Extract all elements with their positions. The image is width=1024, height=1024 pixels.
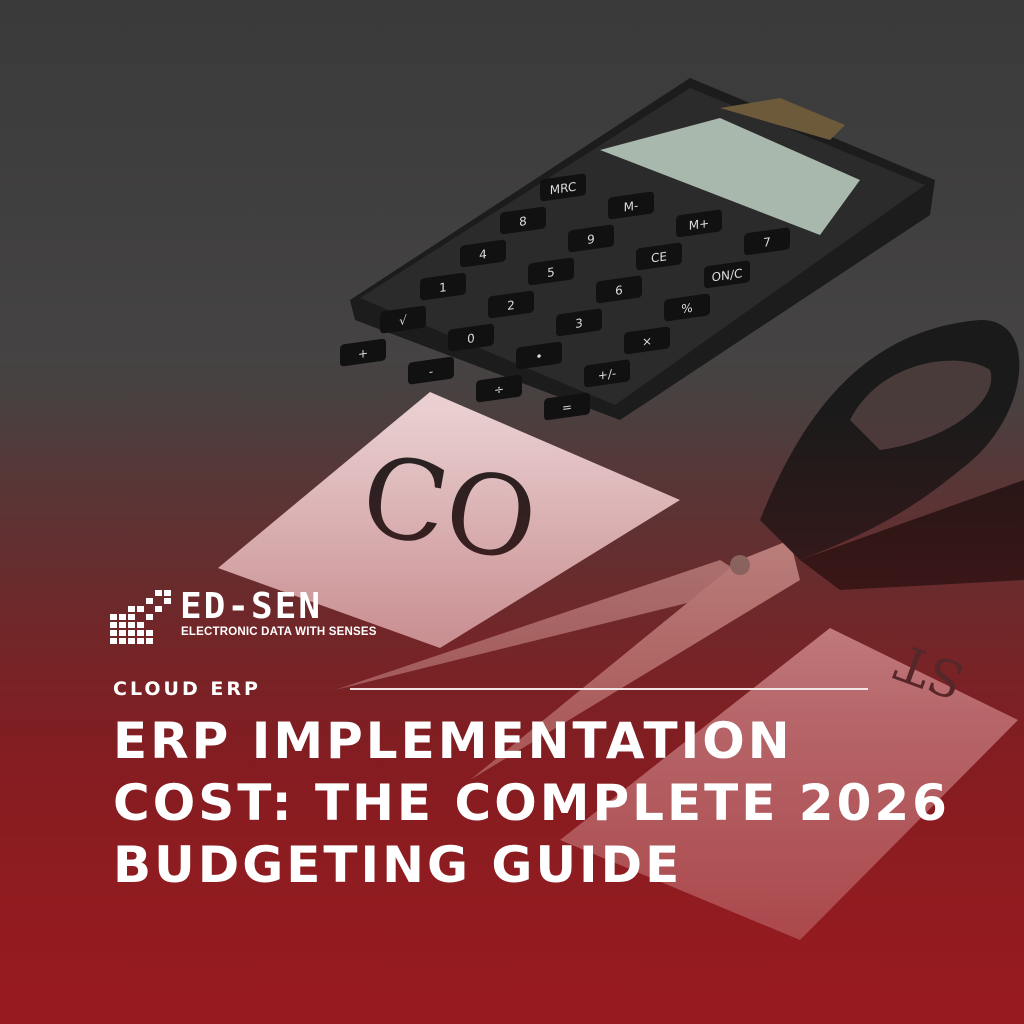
logo-block (110, 630, 117, 636)
logo-block (128, 614, 135, 620)
logo-block (164, 590, 171, 596)
logo-block (146, 638, 153, 644)
logo-block (119, 630, 126, 636)
brand-name: ED-SEN (180, 586, 323, 627)
divider-line (350, 688, 868, 690)
logo-block (110, 622, 117, 628)
logo-block (119, 622, 126, 628)
logo-block (128, 638, 135, 644)
title-line-1: ERP IMPLEMENTATION (113, 712, 793, 770)
logo-block (137, 606, 144, 612)
category-label: CLOUD ERP (113, 678, 261, 700)
logo-block (155, 606, 162, 612)
logo-block (164, 598, 171, 604)
logo-block (146, 598, 153, 604)
logo-block (146, 614, 153, 620)
logo-block (128, 606, 135, 612)
logo-block (128, 630, 135, 636)
title-line-3: BUDGETING GUIDE (113, 836, 683, 894)
logo-block (110, 614, 117, 620)
logo-block (119, 638, 126, 644)
logo-block (128, 622, 135, 628)
brand-tagline: ELECTRONIC DATA WITH SENSES (181, 626, 377, 638)
logo-block (110, 638, 117, 644)
logo-block (119, 614, 126, 620)
page-title: ERP IMPLEMENTATION COST: THE COMPLETE 20… (113, 710, 1013, 896)
title-line-2: COST: THE COMPLETE 2026 (113, 774, 950, 832)
logo-block (137, 630, 144, 636)
logo-block (137, 638, 144, 644)
logo-block (137, 622, 144, 628)
logo-block (146, 630, 153, 636)
ed-sen-logo-icon (110, 590, 171, 644)
logo-block (155, 590, 162, 596)
